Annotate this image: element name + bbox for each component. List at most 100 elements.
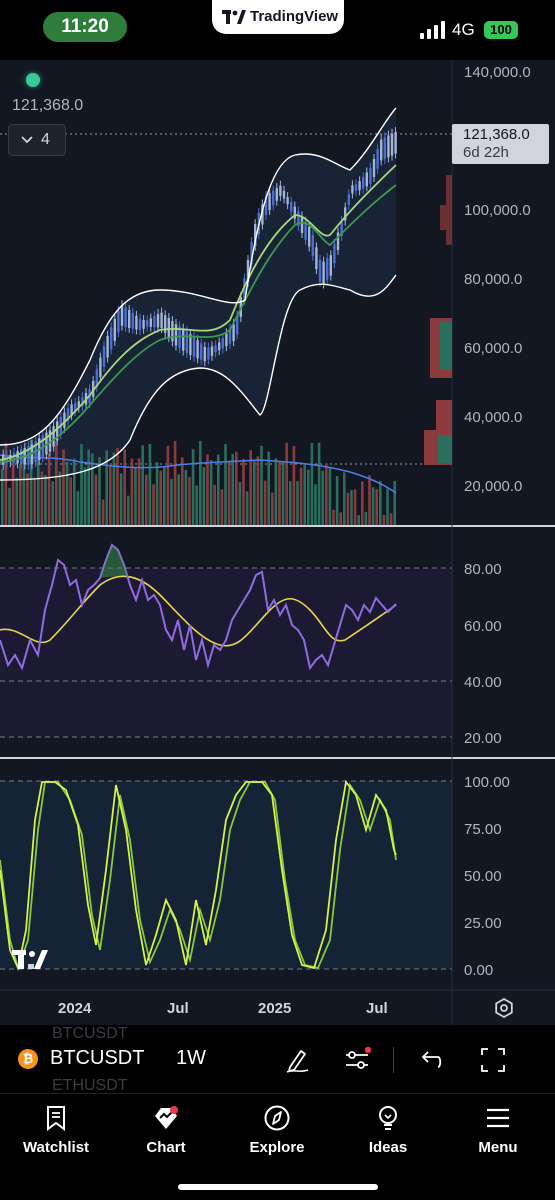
volume-bar (40, 471, 44, 525)
candle-body (102, 346, 106, 367)
live-status-dot (26, 73, 40, 87)
volume-bar (166, 445, 170, 525)
hamburger-icon (487, 1108, 509, 1128)
price-axis-label: 80,000.0 (464, 271, 522, 288)
ghost-symbol-above: BTCUSDT (52, 1025, 128, 1042)
stoch-k-line (0, 779, 397, 971)
time-axis[interactable]: 2024 Jul 2025 Jul (58, 1000, 388, 1017)
stoch-axis-label: 75.00 (464, 821, 502, 838)
nav-watchlist[interactable]: Watchlist (6, 1104, 106, 1164)
volume-bar (65, 461, 69, 525)
stoch-axis[interactable]: 100.00 75.00 50.00 25.00 0.00 (464, 774, 510, 979)
nav-menu[interactable]: Menu (448, 1104, 548, 1164)
rsi-ma-line (0, 575, 397, 647)
volume-bar (62, 449, 65, 525)
candle-body (210, 346, 214, 356)
rsi-axis[interactable]: 80.00 60.00 40.00 20.00 (464, 561, 502, 747)
bitcoin-icon: ₿ (18, 1049, 38, 1069)
indicators-collapse-button[interactable]: 4 (8, 124, 66, 156)
volume-bar (155, 462, 159, 525)
candle-body (286, 197, 289, 205)
candle-body (20, 449, 23, 464)
volume-bar (11, 457, 15, 525)
volume-bar (69, 477, 72, 525)
nav-label: Chart (146, 1139, 186, 1156)
candle-body (365, 172, 368, 187)
stoch-axis-label: 50.00 (464, 868, 502, 885)
candle-body (372, 159, 376, 177)
candle-body (149, 318, 152, 327)
tradingview-pill[interactable]: TradingView (212, 0, 344, 34)
volume-bar (44, 474, 47, 525)
volume-bar (101, 499, 105, 525)
bookmark-icon (47, 1106, 65, 1131)
symbol-selector[interactable]: BTCUSDT (50, 1047, 145, 1069)
volume-bar (181, 457, 184, 525)
drawing-tool-pen-icon[interactable] (282, 1045, 312, 1075)
interval-button[interactable]: 1W (176, 1047, 206, 1069)
candle-body (52, 426, 55, 447)
volume-bar (368, 475, 371, 525)
volume-bar (267, 451, 270, 525)
volume-bar (242, 458, 245, 525)
candle-body (315, 247, 318, 270)
candle-body (268, 193, 271, 211)
volume-bar (249, 450, 252, 525)
candle-body (261, 204, 264, 225)
volume-bar (303, 463, 306, 525)
candle-body (138, 318, 142, 331)
volume-bar (296, 481, 299, 525)
candle-body (48, 430, 52, 452)
volume-bar (51, 481, 54, 525)
ema-fast-line (0, 164, 397, 461)
volume-bar (238, 482, 242, 525)
candle-body (189, 334, 192, 355)
volume-ma-line (0, 454, 397, 494)
volume-bar (148, 443, 152, 525)
candle-body (16, 451, 19, 464)
volume-bar (393, 480, 396, 525)
volume-bar (332, 509, 335, 525)
volume-bar (105, 450, 108, 525)
lightbulb-icon (379, 1106, 397, 1130)
fullscreen-icon[interactable] (478, 1045, 508, 1075)
nav-explore[interactable]: Explore (227, 1104, 327, 1164)
volume-bar (177, 474, 180, 525)
volume-bar (4, 442, 8, 525)
candle-body (200, 343, 203, 360)
undo-icon[interactable] (416, 1045, 446, 1075)
nav-label: Explore (249, 1139, 305, 1156)
price-axis[interactable]: 140,000.0 100,000.0 80,000.0 60,000.0 40,000… (464, 64, 531, 495)
rsi-axis-label: 40.00 (464, 674, 502, 691)
nav-chart[interactable]: Chart (116, 1104, 216, 1164)
candle-body (232, 324, 235, 342)
candle-body (167, 318, 170, 338)
volume-bar (173, 440, 177, 525)
candle-body (236, 315, 239, 335)
volume-bar (274, 458, 278, 525)
volume-bar (116, 447, 119, 525)
candle-body (63, 412, 66, 428)
candle-body (380, 139, 383, 161)
nav-label: Menu (478, 1139, 518, 1156)
candle-body (383, 137, 386, 159)
volume-bar (292, 445, 296, 525)
candle-body (92, 380, 95, 398)
chart-canvas[interactable]: 140,000.0 100,000.0 80,000.0 60,000.0 40,000… (0, 60, 555, 1025)
candle-body (290, 201, 293, 212)
time-axis-label: 2024 (58, 1000, 92, 1017)
volume-bar (260, 445, 263, 525)
candle-body (120, 305, 124, 326)
chart-settings-icon[interactable] (495, 997, 513, 1019)
candle-body (275, 188, 278, 201)
indicator-settings-icon[interactable] (342, 1045, 372, 1075)
candle-body (95, 369, 98, 388)
nav-ideas[interactable]: Ideas (338, 1104, 438, 1164)
battery-level: 100 (484, 21, 518, 39)
compass-icon (264, 1105, 290, 1131)
volume-bar (29, 440, 33, 525)
candle-body (128, 310, 131, 328)
price-axis-label: 20,000.0 (464, 478, 522, 495)
bottom-navigation: Watchlist Chart Explore Ideas Menu (0, 1093, 555, 1200)
volume-bar (263, 480, 267, 525)
